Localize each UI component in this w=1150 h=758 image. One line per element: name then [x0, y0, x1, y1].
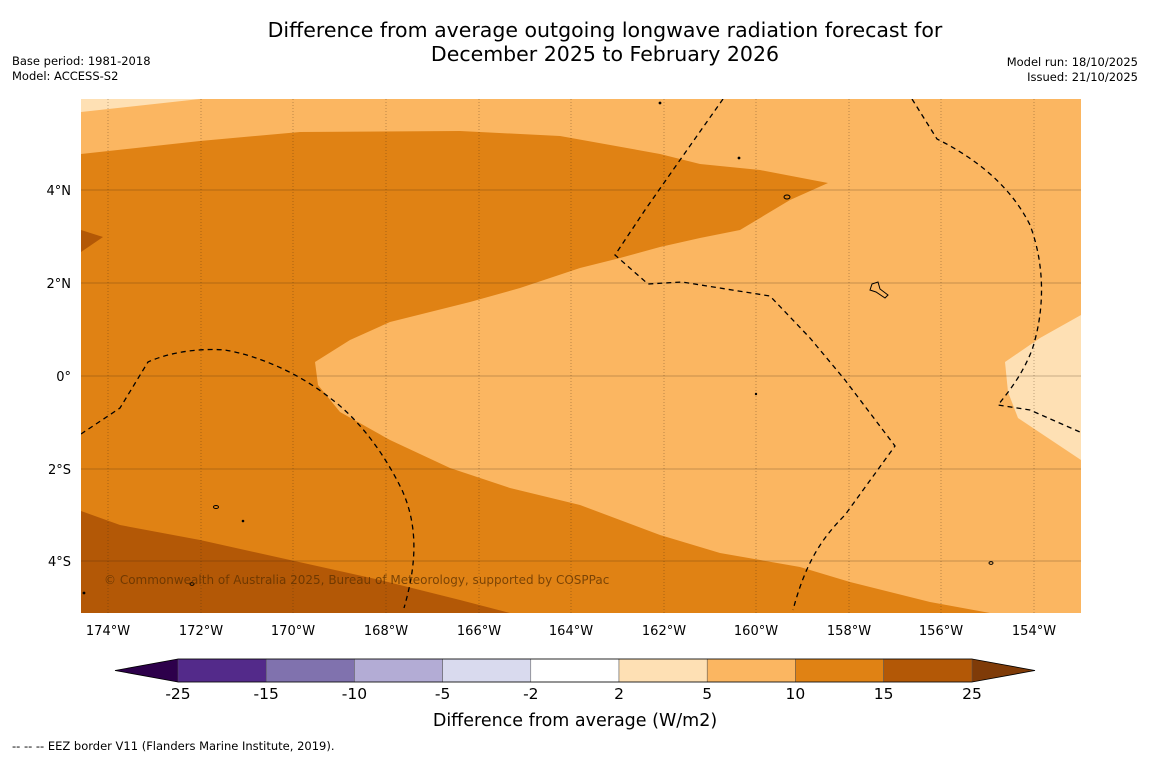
field-band-2-5-top-left — [81, 99, 200, 112]
y-axis-labels: 4°N 2°N 0° 2°S 4°S — [47, 184, 72, 570]
field-band-10-15 — [81, 131, 990, 613]
colorbar-tick: 2 — [614, 685, 624, 703]
colorbar: -25 -15 -10 -5 -2 2 5 10 15 25 Differenc… — [114, 658, 1036, 731]
colorbar-cell — [177, 658, 267, 683]
field-band-15-25-bottom — [81, 511, 510, 613]
islands — [82, 101, 994, 595]
colorbar-cell — [265, 658, 355, 683]
x-tick-label: 164°W — [549, 624, 593, 639]
island-6 — [737, 156, 741, 160]
y-tick-label: 0° — [56, 370, 71, 385]
island-2 — [869, 281, 889, 299]
x-tick-label: 168°W — [364, 624, 408, 639]
base-period-text: Base period: 1981-2018 — [12, 54, 151, 68]
colorbar-cell — [618, 658, 708, 683]
island-10 — [82, 591, 86, 595]
colorbar-cell — [795, 658, 884, 683]
colorbar-cell — [706, 658, 796, 683]
eez-borders — [81, 99, 1081, 611]
colorbar-tick: -5 — [435, 685, 450, 703]
island-7 — [754, 392, 758, 396]
colorbar-title: Difference from average (W/m2) — [433, 711, 717, 731]
y-tick-label: 4°N — [47, 184, 72, 199]
island-8 — [988, 561, 994, 565]
colorbar-cell — [354, 658, 443, 683]
island-3 — [213, 505, 219, 509]
colorbar-tick: 10 — [786, 685, 806, 703]
y-tick-label: 2°S — [48, 463, 71, 478]
issued-text: Issued: 21/10/2025 — [1027, 70, 1138, 84]
x-tick-label: 166°W — [457, 624, 501, 639]
x-tick-label: 158°W — [827, 624, 871, 639]
colorbar-tick: -10 — [342, 685, 367, 703]
meta-right: Model run: 18/10/2025 Issued: 21/10/2025 — [1007, 55, 1138, 85]
model-text: Model: ACCESS-S2 — [12, 69, 119, 83]
x-tick-label: 162°W — [642, 624, 686, 639]
island-4 — [241, 519, 245, 523]
x-tick-label: 172°W — [179, 624, 223, 639]
x-tick-label: 156°W — [919, 624, 963, 639]
island-9 — [189, 582, 195, 586]
eez-footnote: -- -- -- EEZ border V11 (Flanders Marine… — [12, 739, 335, 753]
x-axis-labels: 174°W 172°W 170°W 168°W 166°W 164°W 162°… — [86, 624, 1056, 639]
model-run-text: Model run: 18/10/2025 — [1006, 55, 1138, 69]
field-band-15-25-wedge — [81, 230, 103, 252]
colorbar-outline — [114, 658, 1036, 683]
island-5 — [658, 101, 662, 105]
colorbar-under-arrow — [115, 659, 178, 682]
y-tick-label: 4°S — [48, 555, 71, 570]
colorbar-cell — [530, 658, 620, 683]
x-tick-label: 160°W — [734, 624, 778, 639]
x-tick-label: 154°W — [1012, 624, 1056, 639]
colorbar-cell — [883, 658, 973, 683]
title-line-1: Difference from average outgoing longwav… — [267, 18, 943, 42]
island-1 — [783, 194, 791, 200]
x-tick-label: 174°W — [86, 624, 130, 639]
colorbar-cell — [442, 658, 532, 683]
copyright-credit: © Commonwealth of Australia 2025, Bureau… — [104, 573, 609, 587]
colorbar-tick: 25 — [962, 685, 982, 703]
colorbar-tick: -2 — [523, 685, 538, 703]
eez-border-right — [911, 99, 1081, 433]
colorbar-tick: -15 — [254, 685, 279, 703]
eez-border-center — [614, 99, 896, 611]
y-tick-label: 2°N — [47, 277, 72, 292]
map-plot-area: © Commonwealth of Australia 2025, Bureau… — [81, 99, 1081, 613]
colorbar-cells — [177, 658, 973, 683]
colorbar-tick: 15 — [874, 685, 894, 703]
colorbar-tick-labels: -25 -15 -10 -5 -2 2 5 10 15 25 — [165, 685, 982, 703]
colorbar-tick: -25 — [165, 685, 190, 703]
colorbar-over-arrow — [972, 659, 1035, 682]
x-tick-label: 170°W — [271, 624, 315, 639]
title-line-2: December 2025 to February 2026 — [430, 42, 780, 66]
gridlines — [81, 99, 1081, 613]
colorbar-tick: 5 — [702, 685, 712, 703]
chart-title: Difference from average outgoing longwav… — [200, 18, 1010, 66]
meta-left: Base period: 1981-2018 Model: ACCESS-S2 — [12, 54, 151, 84]
